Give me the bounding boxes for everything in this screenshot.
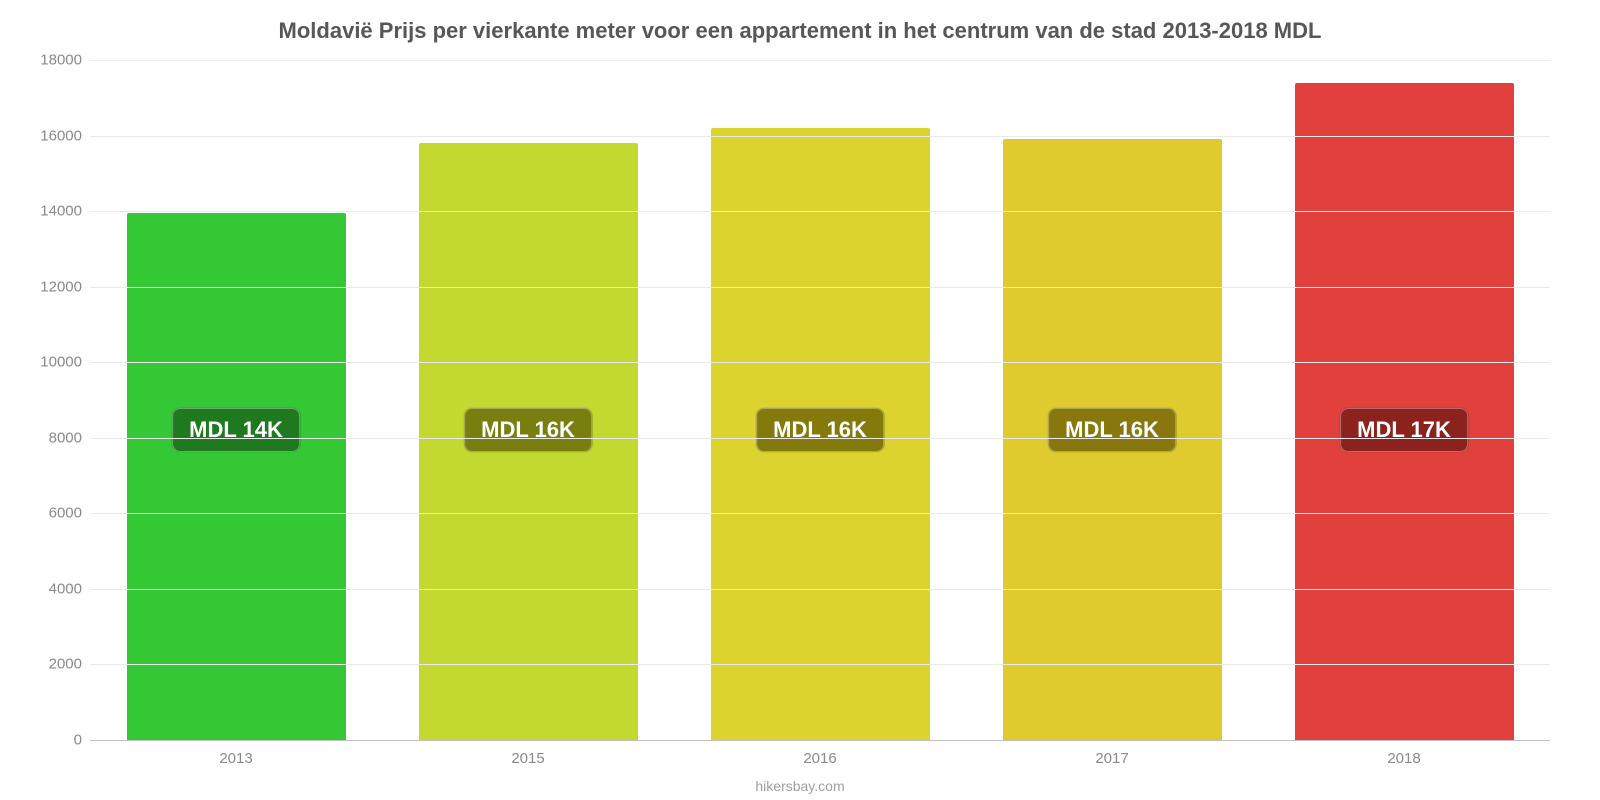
bar-slot: MDL 17K	[1295, 60, 1514, 740]
y-tick-label: 4000	[49, 580, 82, 597]
y-tick-label: 10000	[40, 354, 82, 371]
x-tick-label: 2018	[1387, 750, 1420, 767]
x-tick-label: 2017	[1095, 750, 1128, 767]
y-tick-label: 2000	[49, 656, 82, 673]
gridline	[90, 513, 1550, 514]
x-axis-line	[90, 740, 1550, 741]
bar-value-label: MDL 16K	[1048, 408, 1176, 452]
x-tick-label: 2013	[219, 750, 252, 767]
gridline	[90, 438, 1550, 439]
y-tick-label: 18000	[40, 52, 82, 69]
bar-slot: MDL 14K	[127, 60, 346, 740]
gridline	[90, 136, 1550, 137]
bar-value-label: MDL 16K	[756, 408, 884, 452]
bar	[127, 213, 346, 740]
bar-slot: MDL 16K	[419, 60, 638, 740]
bar-value-label: MDL 14K	[172, 408, 300, 452]
y-tick-label: 16000	[40, 127, 82, 144]
gridline	[90, 60, 1550, 61]
gridline	[90, 211, 1550, 212]
gridline	[90, 589, 1550, 590]
y-tick-label: 12000	[40, 278, 82, 295]
bar-slot: MDL 16K	[1003, 60, 1222, 740]
chart-title: Moldavië Prijs per vierkante meter voor …	[0, 18, 1600, 44]
bar-slot: MDL 16K	[711, 60, 930, 740]
y-tick-label: 8000	[49, 429, 82, 446]
bars-layer: MDL 14K MDL 16K MDL 16K MDL 16K MDL 17K	[90, 60, 1550, 740]
plot-area: MDL 14KMDL 16KMDL 16KMDL 16KMDL 17K 0200…	[90, 60, 1550, 740]
source-credit: hikersbay.com	[0, 778, 1600, 794]
gridline	[90, 287, 1550, 288]
x-tick-label: 2016	[803, 750, 836, 767]
bar-value-label: MDL 17K	[1340, 408, 1468, 452]
bar-value-label: MDL 16K	[464, 408, 592, 452]
chart-container: Moldavië Prijs per vierkante meter voor …	[0, 0, 1600, 800]
y-tick-label: 14000	[40, 203, 82, 220]
gridline	[90, 362, 1550, 363]
y-tick-label: 6000	[49, 505, 82, 522]
gridline	[90, 664, 1550, 665]
y-tick-label: 0	[74, 732, 82, 749]
x-tick-label: 2015	[511, 750, 544, 767]
